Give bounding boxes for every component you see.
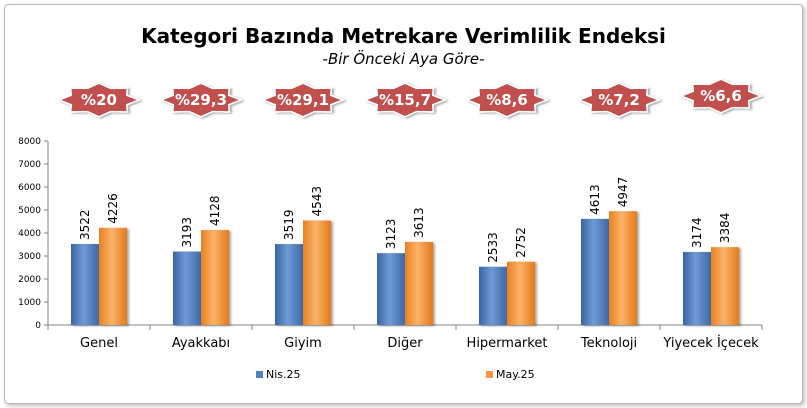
- x-tick-label-ayakkabi: Ayakkabı: [172, 336, 230, 351]
- data-label-nis-25-hipermarket: 2533: [486, 232, 500, 263]
- x-tick-label-giyim: Giyim: [284, 336, 322, 351]
- bar-nis-25-yiyecek-icecek: [683, 251, 711, 325]
- y-tick-label: 1000: [18, 298, 41, 308]
- data-label-may-25-giyim: 4543: [310, 186, 324, 217]
- data-label-may-25-genel: 4226: [106, 193, 120, 224]
- bar-nis-25-hipermarket: [479, 266, 507, 325]
- change-badge-genel: [56, 82, 142, 118]
- x-tick-label-teknoloji: Teknoloji: [580, 336, 637, 351]
- bar-may-25-giyim: [303, 220, 331, 325]
- x-tick-label-genel: Genel: [80, 336, 118, 351]
- data-label-nis-25-diger: 3123: [384, 219, 398, 250]
- bar-nis-25-diger: [377, 253, 405, 325]
- y-tick-label: 3000: [18, 252, 41, 262]
- data-label-may-25-yiyecek-icecek: 3384: [718, 213, 732, 244]
- change-badge-text-hipermarket: %8,6: [486, 91, 528, 109]
- legend-swatch-may-25: [486, 371, 493, 378]
- data-label-nis-25-giyim: 3519: [282, 210, 296, 241]
- change-badge-text-diger: %15,7: [379, 91, 431, 109]
- y-tick-label: 2000: [18, 275, 41, 285]
- bar-may-25-ayakkabi: [201, 230, 229, 325]
- bar-nis-25-genel: [71, 243, 99, 325]
- x-tick-label-hipermarket: Hipermarket: [467, 336, 548, 351]
- bar-may-25-diger: [405, 241, 433, 325]
- change-badge-giyim: [260, 82, 346, 118]
- bars: 3522 4226 3193 4128 3519 4543 3123 3613 2533 2752…: [71, 177, 739, 325]
- change-badge-hipermarket: [464, 82, 550, 118]
- bar-nis-25-giyim: [275, 244, 303, 325]
- data-label-nis-25-genel: 3522: [78, 209, 92, 240]
- bar-nis-25-teknoloji: [581, 218, 609, 325]
- chart-frame: [4, 4, 803, 404]
- data-label-may-25-diger: 3613: [412, 207, 426, 238]
- change-badge-text-teknoloji: %7,2: [598, 91, 640, 109]
- bar-may-25-yiyecek-icecek: [711, 247, 739, 325]
- change-badge-text-giyim: %29,1: [277, 91, 329, 109]
- bar-may-25-genel: [99, 227, 127, 325]
- y-tick-label: 0: [35, 321, 41, 331]
- legend-swatch-nis-25: [256, 371, 263, 378]
- data-label-nis-25-teknoloji: 4613: [588, 184, 602, 215]
- change-badge-teknoloji: [576, 82, 662, 118]
- data-label-may-25-ayakkabi: 4128: [208, 196, 222, 227]
- bar-may-25-hipermarket: [507, 261, 535, 325]
- axes: 0 1000 2000 3000 4000 5000 6000 7000 8000 Genel Ay…: [18, 137, 763, 351]
- data-label-may-25-hipermarket: 2752: [514, 227, 528, 258]
- chart-subtitle: -Bir Önceki Aya Göre-: [322, 50, 485, 68]
- legend-label-may-25: May.25: [496, 368, 535, 381]
- change-badge-text-ayakkabi: %29,3: [175, 91, 227, 109]
- data-label-may-25-teknoloji: 4947: [616, 177, 630, 208]
- change-badge-diger: [362, 82, 448, 118]
- bar-nis-25-ayakkabi: [173, 251, 201, 325]
- y-tick-label: 4000: [18, 229, 41, 239]
- y-tick-label: 5000: [18, 206, 41, 216]
- data-label-nis-25-ayakkabi: 3193: [180, 217, 194, 248]
- change-badge-text-genel: %20: [81, 91, 117, 109]
- y-tick-label: 7000: [18, 160, 41, 170]
- legend-label-nis-25: Nis.25: [266, 368, 301, 381]
- change-badge-ayakkabi: [158, 82, 244, 118]
- x-tick-label-diger: Diğer: [387, 336, 423, 351]
- x-tick-label-yiyecek-icecek: Yiyecek İçecek: [662, 335, 759, 351]
- y-tick-label: 8000: [18, 137, 41, 147]
- bar-may-25-teknoloji: [609, 211, 637, 325]
- change-badge-text-yiyecek-icecek: %6,6: [700, 87, 742, 105]
- legend: Nis.25 May.25: [256, 368, 535, 381]
- change-badge-yiyecek-icecek: [678, 78, 764, 114]
- data-label-nis-25-yiyecek-icecek: 3174: [690, 217, 704, 248]
- change-badges: %20 %29,3 %29,1 %15,7 %8,6 %7,2 %6,6: [56, 78, 764, 118]
- y-tick-label: 6000: [18, 183, 41, 193]
- chart-title: Kategori Bazında Metrekare Verimlilik En…: [141, 24, 666, 48]
